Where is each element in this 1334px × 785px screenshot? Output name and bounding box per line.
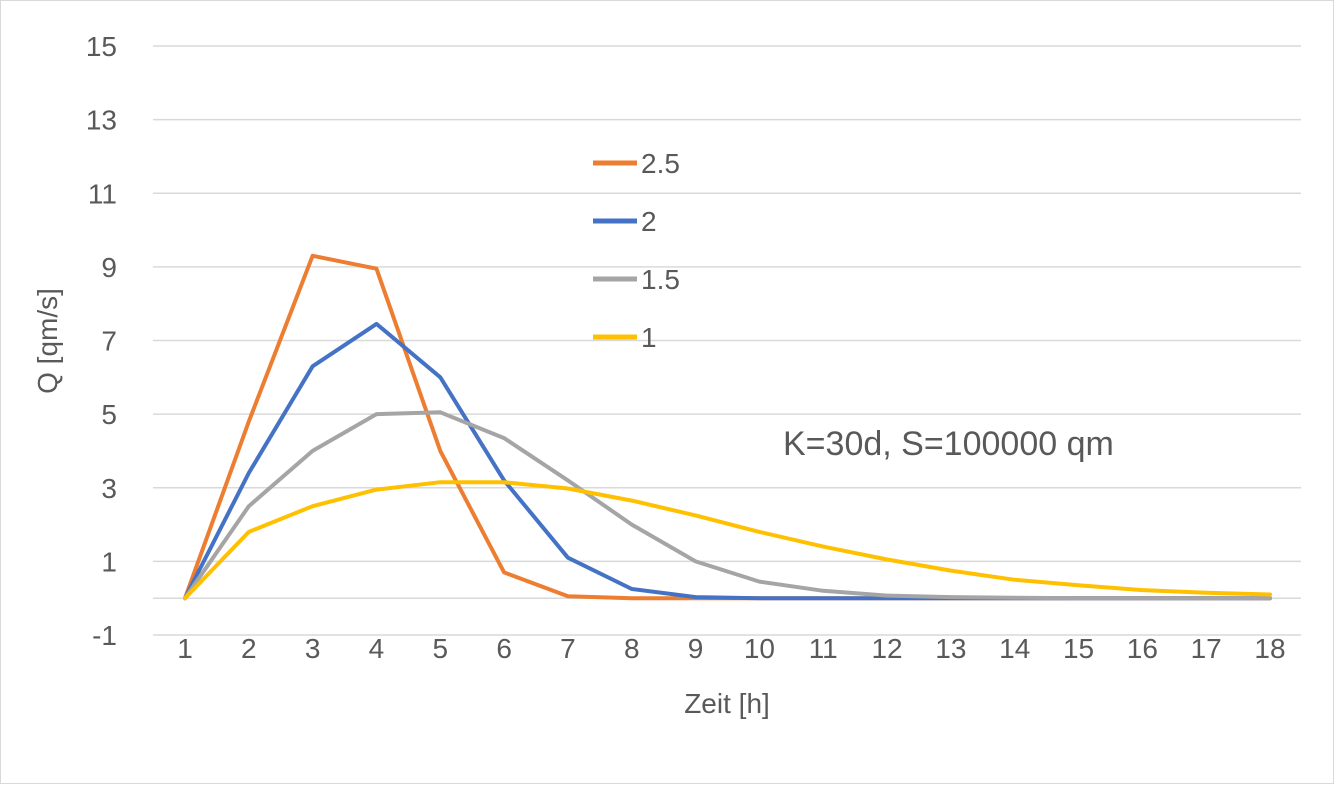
legend-label: 1 (641, 322, 657, 353)
y-tick-label: 13 (86, 105, 117, 136)
legend-label: 2.5 (641, 148, 680, 179)
chart-annotation: K=30d, S=100000 qm (783, 425, 1114, 463)
x-tick-label: 17 (1191, 633, 1222, 664)
series-line-1 (183, 480, 1272, 601)
series-lines (183, 253, 1272, 601)
x-tick-label: 9 (688, 633, 704, 664)
y-tick-label: 11 (88, 178, 117, 209)
x-tick-label: 2 (241, 633, 257, 664)
gridlines (153, 45, 1301, 636)
x-axis-ticks: 1 2 3 4 5 6 7 8 9 10 11 12 13 14 15 16 17 18 (177, 633, 1285, 664)
x-tick-label: 1 (177, 633, 193, 664)
y-tick-label: 5 (101, 399, 117, 430)
x-tick-label: 7 (560, 633, 576, 664)
legend-label: 1.5 (641, 264, 680, 295)
x-tick-label: 6 (496, 633, 512, 664)
x-tick-label: 12 (871, 633, 902, 664)
x-tick-label: 4 (369, 633, 385, 664)
y-tick-label: 9 (101, 252, 117, 283)
x-tick-label: 11 (809, 633, 838, 664)
y-tick-label: -1 (92, 620, 117, 651)
y-tick-label: 7 (101, 326, 117, 357)
legend-label: 2 (641, 206, 657, 237)
x-tick-label: 16 (1127, 633, 1158, 664)
y-axis-title: Q [qm/s] (32, 288, 63, 394)
x-tick-label: 8 (624, 633, 640, 664)
x-tick-label: 13 (935, 633, 966, 664)
x-tick-label: 15 (1063, 633, 1094, 664)
legend: 2.5 2 1.5 1 (593, 148, 680, 353)
x-tick-label: 5 (433, 633, 449, 664)
x-tick-label: 10 (744, 633, 775, 664)
x-tick-label: 3 (305, 633, 321, 664)
y-tick-label: 1 (101, 546, 117, 577)
x-tick-label: 18 (1254, 633, 1285, 664)
y-tick-label: 15 (86, 31, 117, 62)
y-tick-label: 3 (101, 473, 117, 504)
x-axis-title: Zeit [h] (684, 688, 770, 719)
series-line-1-5 (183, 410, 1272, 601)
x-tick-label: 14 (999, 633, 1030, 664)
